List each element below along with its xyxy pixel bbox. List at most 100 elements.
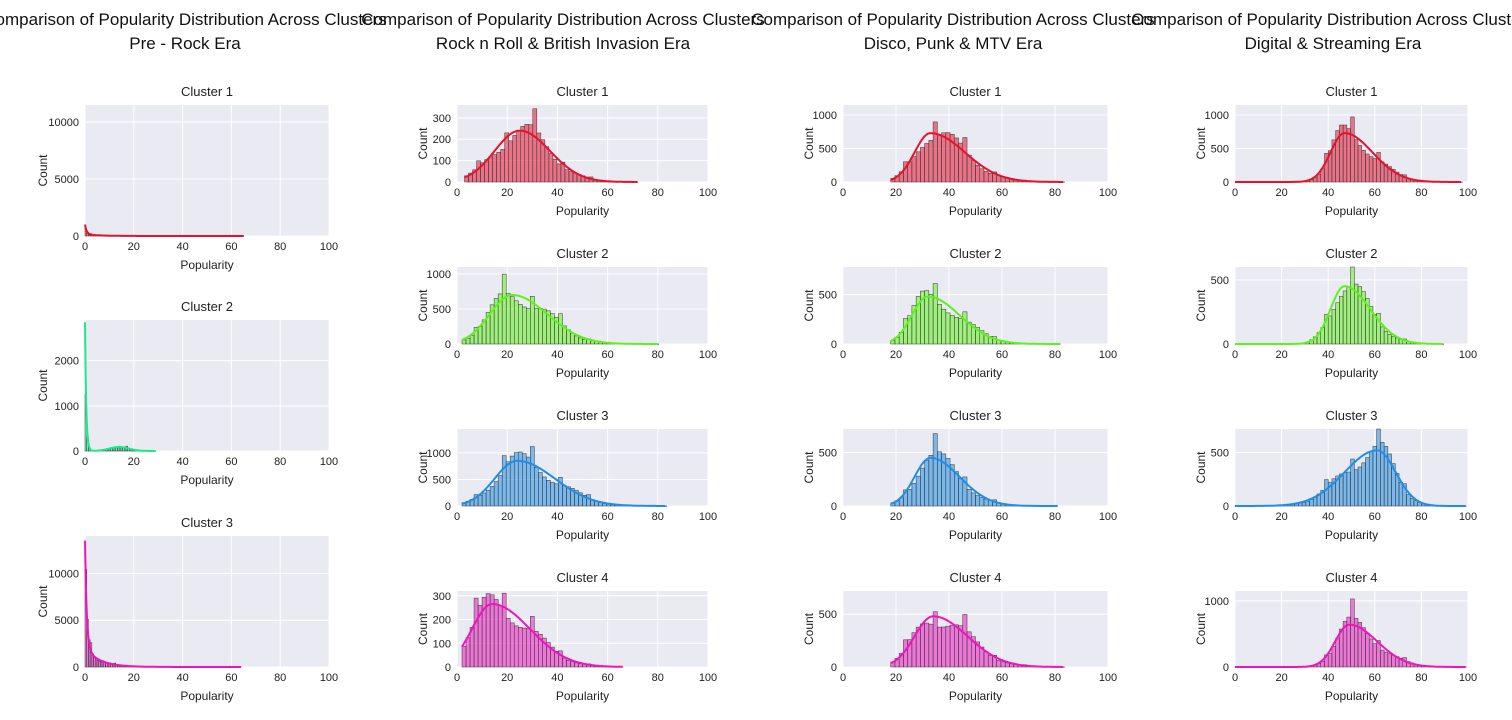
histogram-bar xyxy=(512,135,517,183)
x-tick-label: 80 xyxy=(1049,187,1061,199)
histogram-bar xyxy=(570,661,575,668)
histogram-bar xyxy=(966,489,972,507)
histogram-bar xyxy=(983,651,989,668)
histogram-bar xyxy=(513,625,519,668)
y-axis-label: Count xyxy=(416,127,430,160)
panel-title: Cluster 2 xyxy=(181,299,233,314)
x-tick-label: 0 xyxy=(454,511,460,523)
y-tick-label: 300 xyxy=(433,113,451,125)
histogram-bar xyxy=(509,296,515,345)
histogram-bar xyxy=(1350,598,1355,668)
histogram-bar xyxy=(924,290,930,345)
y-tick-label: 300 xyxy=(433,591,451,603)
histogram-bar xyxy=(924,460,930,507)
histogram-bar xyxy=(971,492,976,507)
x-tick-label: 100 xyxy=(1459,511,1477,523)
x-tick-label: 60 xyxy=(601,511,613,523)
histogram-bar xyxy=(520,126,526,183)
histogram-bar xyxy=(1342,290,1348,345)
kde-line xyxy=(890,295,1061,345)
histogram-bar xyxy=(966,154,972,183)
x-tick-label: 60 xyxy=(1369,187,1381,199)
x-tick-label: 0 xyxy=(1232,672,1238,684)
histogram-bar xyxy=(920,147,925,183)
histogram-bar xyxy=(568,171,574,183)
x-axis-label: Popularity xyxy=(949,204,1002,218)
histogram-bar xyxy=(1361,462,1366,507)
histogram-bar xyxy=(550,482,555,507)
x-tick-label: 80 xyxy=(1049,672,1061,684)
x-axis-label: Popularity xyxy=(949,366,1002,380)
histogram-bar xyxy=(996,660,1002,668)
y-tick-label: 0 xyxy=(831,501,837,513)
x-tick-label: 40 xyxy=(943,187,955,199)
histogram-panel: Cluster 3 0 20 40 60 80 100 0 5000 10000 Popularit… xyxy=(36,515,338,703)
era-title-line-1: Comparison of Popularity Distribution Ac… xyxy=(0,10,387,29)
histogram-bar xyxy=(920,623,925,668)
histogram-panel: Cluster 4 0 20 40 60 80 100 0 500 Popularity Count xyxy=(802,570,1117,703)
histogram-bar xyxy=(548,153,554,183)
histogram-bar xyxy=(578,337,583,345)
x-tick-label: 0 xyxy=(454,349,460,361)
histogram-bar xyxy=(562,657,567,668)
x-tick-label: 40 xyxy=(551,349,563,361)
histogram-bar xyxy=(979,168,985,183)
histogram-bar xyxy=(1380,649,1385,668)
x-axis-label: Popularity xyxy=(556,204,609,218)
histogram-panel: Cluster 20 20 40 60 80 100010002000Popularity… xyxy=(36,299,338,487)
plot-area xyxy=(85,536,329,667)
histogram-bar xyxy=(1357,466,1363,507)
x-tick-label: 40 xyxy=(551,672,563,684)
x-tick-label: 20 xyxy=(890,672,902,684)
histogram-bar xyxy=(1309,499,1314,507)
x-axis-label: Popularity xyxy=(1325,204,1378,218)
histogram-bar xyxy=(1350,266,1355,345)
kde-line xyxy=(461,603,623,668)
histogram-bar xyxy=(574,335,579,345)
y-tick-label: 500 xyxy=(433,304,451,316)
histogram-bar xyxy=(546,479,551,507)
y-tick-label: 500 xyxy=(819,290,837,302)
y-axis-label: Count xyxy=(416,451,430,484)
panel-title: Cluster 2 xyxy=(556,246,608,261)
y-axis-label: Count xyxy=(1194,127,1208,160)
x-tick-label: 0 xyxy=(82,672,88,684)
histogram-bar xyxy=(100,661,103,668)
y-tick-label: 100 xyxy=(433,156,451,168)
y-tick-label: 10000 xyxy=(48,117,79,129)
histogram-panel: Cluster 10 20 40 60 80 10005001000PopularityC… xyxy=(1194,84,1477,218)
histogram-panel: Cluster 30 20 40 60 80 10005001000PopularityC… xyxy=(416,408,717,542)
x-tick-label: 80 xyxy=(652,349,664,361)
y-tick-label: 0 xyxy=(73,231,79,243)
histogram-bar xyxy=(574,662,579,668)
histogram-bar xyxy=(465,637,471,668)
histogram-bar xyxy=(1387,653,1392,668)
histogram-bar xyxy=(532,108,538,183)
histogram-bar xyxy=(1406,494,1411,507)
histogram-bar xyxy=(526,456,531,507)
x-tick-label: 60 xyxy=(996,349,1008,361)
y-tick-label: 0 xyxy=(1223,339,1229,351)
histogram-bar xyxy=(501,592,507,668)
histogram-bar xyxy=(542,308,547,345)
y-tick-label: 0 xyxy=(1223,177,1229,189)
histogram-bar xyxy=(469,335,475,345)
histogram-bar xyxy=(1368,156,1374,183)
histogram-bar xyxy=(544,146,550,183)
y-axis-label: Count xyxy=(1194,612,1208,645)
y-tick-label: 0 xyxy=(831,177,837,189)
histogram-bar xyxy=(477,495,483,507)
x-tick-label: 20 xyxy=(128,672,140,684)
x-tick-label: 80 xyxy=(1415,349,1427,361)
x-tick-label: 60 xyxy=(601,349,613,361)
histogram-bar xyxy=(1372,643,1377,668)
x-tick-label: 0 xyxy=(1232,187,1238,199)
histogram-bar xyxy=(1327,315,1333,345)
histogram-bar xyxy=(505,293,511,345)
y-tick-label: 200 xyxy=(433,134,451,146)
y-tick-label: 500 xyxy=(819,609,837,621)
y-tick-label: 1000 xyxy=(427,269,451,281)
histogram-bar xyxy=(962,137,968,183)
y-axis-label: Count xyxy=(1194,289,1208,322)
y-tick-label: 1000 xyxy=(1205,110,1229,122)
